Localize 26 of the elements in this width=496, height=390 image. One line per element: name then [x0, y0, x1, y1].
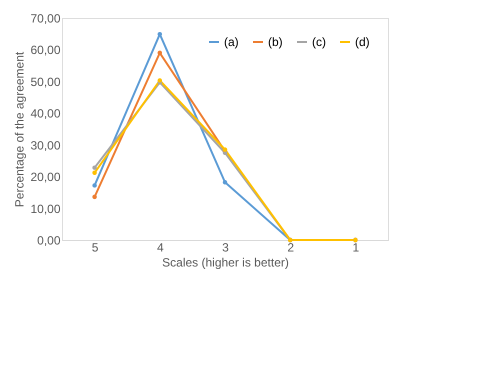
legend-label: (a)	[224, 35, 239, 49]
point	[92, 170, 97, 175]
point	[92, 165, 97, 170]
legend-label: (b)	[268, 35, 283, 49]
x-tick-label: 3	[222, 240, 230, 254]
y-tick-label: 20,00	[30, 170, 61, 184]
point	[92, 194, 97, 200]
x-tick-label: 4	[156, 240, 164, 254]
y-tick-label: 40,00	[30, 106, 61, 121]
x-tick-label: 2	[287, 240, 294, 254]
legend-label: (d)	[355, 35, 370, 49]
y-tick-label: 10,00	[30, 202, 61, 216]
point	[92, 183, 97, 188]
y-tick-label: 0,00	[37, 234, 61, 248]
x-axis-title: Scales (higher is better)	[162, 256, 289, 270]
point	[158, 50, 162, 56]
y-axis-title: Percentage of the agreement	[12, 51, 26, 208]
x-tick-label: 5	[92, 240, 99, 254]
point	[158, 32, 162, 36]
y-tick-label: 30,00	[30, 138, 61, 152]
y-tick-label: 60,00	[30, 43, 61, 58]
y-tick-label: 70,00	[30, 12, 61, 26]
x-tick-label: 1	[352, 240, 360, 254]
point	[222, 180, 228, 185]
legend-label: (c)	[312, 35, 326, 49]
y-tick-label: 50,00	[30, 74, 61, 89]
